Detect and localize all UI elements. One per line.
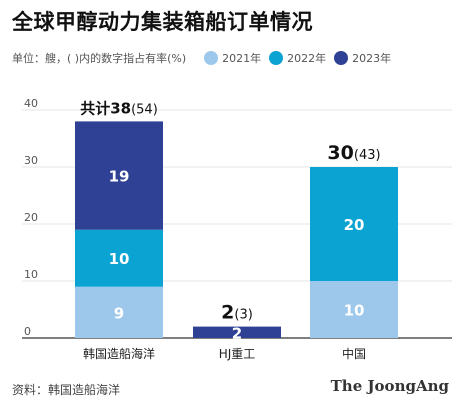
bar-segment-0-1	[75, 229, 163, 287]
legend-label-2023: 2023年	[352, 52, 392, 65]
bar-total-label-2: 30(43)	[327, 142, 380, 164]
bar-segment-0-2	[75, 121, 163, 230]
legend-swatch-2022	[269, 51, 284, 65]
brand-logo: The JoongAng	[330, 377, 449, 395]
legend-item-2022: 2022年	[269, 50, 326, 66]
legend-swatch-2021	[204, 51, 219, 65]
bar-total-label-0: 共计38(54)	[80, 99, 158, 117]
y-tick-label-30: 30	[24, 154, 38, 167]
x-category-label-1: HJ重工	[219, 347, 256, 361]
bar-segment-2-1	[310, 167, 398, 281]
bar-segment-1-2	[193, 326, 281, 338]
bar-value-label-0-0: 9	[114, 304, 124, 322]
bar-value-label-1-2: 2	[232, 324, 242, 342]
y-tick-label-10: 10	[24, 268, 38, 281]
bar-segment-2-0	[310, 281, 398, 338]
chart-subtitle: 单位：艘，( )内的数字指占有率(%)	[12, 52, 187, 65]
bar-total-label-1: 2(3)	[221, 302, 253, 324]
bar-value-label-2-1: 20	[344, 216, 365, 234]
x-category-label-0: 韩国造船海洋	[83, 346, 155, 361]
legend: 2021年 2022年 2023年	[196, 50, 391, 66]
bar-value-label-0-1: 10	[109, 250, 130, 268]
chart-title: 全球甲醇动力集装箱船订单情况	[12, 10, 313, 34]
legend-label-2021: 2021年	[222, 52, 262, 65]
x-category-label-2: 中国	[342, 346, 366, 361]
legend-label-2022: 2022年	[287, 52, 327, 65]
bar-value-label-0-2: 19	[109, 168, 130, 186]
y-tick-label-40: 40	[24, 97, 38, 110]
subtitle-row: 单位：艘，( )内的数字指占有率(%) 2021年 2022年 2023年	[12, 50, 455, 66]
legend-swatch-2023	[334, 51, 349, 65]
source-note: 资料：韩国造船海洋	[12, 383, 121, 397]
y-tick-label-0: 0	[24, 325, 31, 338]
bar-segment-0-0	[75, 286, 163, 338]
y-tick-label-20: 20	[24, 211, 38, 224]
legend-item-2021: 2021年	[204, 50, 261, 66]
legend-item-2023: 2023年	[334, 50, 391, 66]
bar-value-label-2-0: 10	[344, 302, 365, 320]
